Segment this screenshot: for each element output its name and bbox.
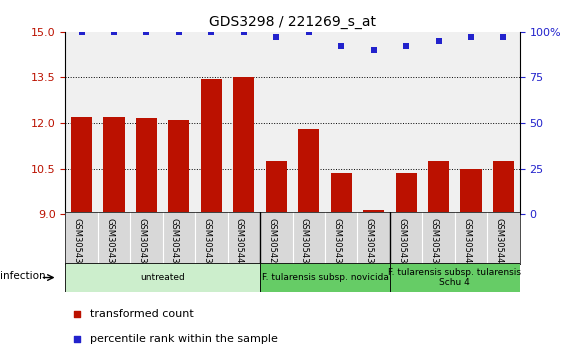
Bar <box>136 119 157 214</box>
Point <box>207 29 216 35</box>
Point <box>239 29 248 35</box>
Bar <box>71 117 92 214</box>
Point <box>402 44 411 49</box>
Text: GSM305440: GSM305440 <box>235 217 244 268</box>
Point <box>337 44 346 49</box>
Text: infection: infection <box>0 271 45 281</box>
Point <box>369 47 378 53</box>
Point <box>110 29 119 35</box>
Point <box>142 29 151 35</box>
Bar <box>168 120 190 214</box>
Bar <box>461 169 482 214</box>
Point <box>304 29 314 35</box>
Point <box>72 336 81 342</box>
Text: GSM305431: GSM305431 <box>300 217 309 268</box>
Text: F. tularensis subsp. novicida: F. tularensis subsp. novicida <box>261 273 389 282</box>
Text: GSM305435: GSM305435 <box>365 217 374 268</box>
Text: GSM305430: GSM305430 <box>73 217 82 268</box>
Bar <box>493 161 514 214</box>
Point <box>499 34 508 40</box>
Text: GSM305437: GSM305437 <box>397 217 406 268</box>
Bar <box>390 263 520 292</box>
Point <box>72 312 81 317</box>
Text: GSM305429: GSM305429 <box>268 217 276 268</box>
Bar <box>266 161 287 214</box>
Text: percentile rank within the sample: percentile rank within the sample <box>90 333 278 344</box>
Point <box>174 29 183 35</box>
Bar <box>233 78 254 214</box>
Point <box>77 29 86 35</box>
Bar <box>260 263 390 292</box>
Bar <box>65 263 260 292</box>
Bar <box>395 173 417 214</box>
Point <box>272 34 281 40</box>
Bar <box>363 210 384 214</box>
Text: GSM305436: GSM305436 <box>170 217 179 268</box>
Text: GSM305442: GSM305442 <box>495 217 503 268</box>
Text: F. tularensis subsp. tularensis
Schu 4: F. tularensis subsp. tularensis Schu 4 <box>389 268 521 287</box>
Text: GSM305432: GSM305432 <box>105 217 114 268</box>
Point <box>434 38 443 44</box>
Title: GDS3298 / 221269_s_at: GDS3298 / 221269_s_at <box>209 16 376 29</box>
Text: untreated: untreated <box>140 273 185 282</box>
Bar <box>331 173 352 214</box>
Bar <box>298 129 319 214</box>
Text: GSM305441: GSM305441 <box>462 217 471 268</box>
Text: GSM305439: GSM305439 <box>429 217 438 268</box>
Text: GSM305434: GSM305434 <box>137 217 147 268</box>
Bar <box>103 117 124 214</box>
Text: transformed count: transformed count <box>90 309 194 320</box>
Bar <box>428 161 449 214</box>
Text: GSM305433: GSM305433 <box>332 217 341 268</box>
Text: GSM305438: GSM305438 <box>202 217 211 268</box>
Bar <box>201 79 222 214</box>
Point <box>466 34 475 40</box>
